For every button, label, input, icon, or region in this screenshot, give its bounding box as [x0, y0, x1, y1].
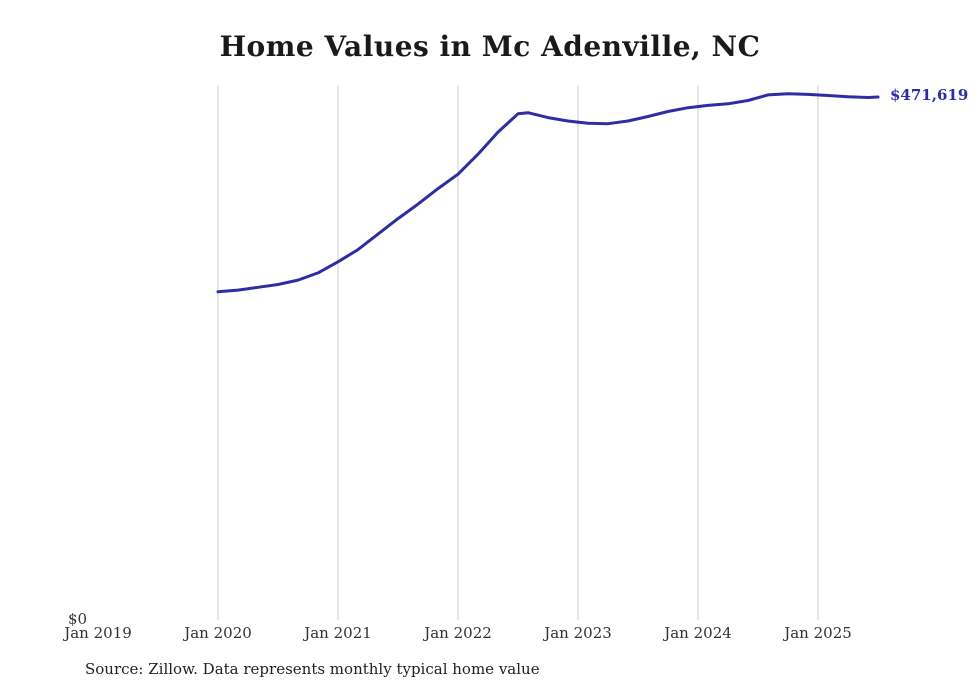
- x-tick-label: Jan 2022: [424, 624, 492, 642]
- source-attribution: Source: Zillow. Data represents monthly …: [85, 660, 540, 678]
- x-tick-label: Jan 2020: [184, 624, 252, 642]
- x-tick-label: Jan 2023: [544, 624, 612, 642]
- x-tick-label: Jan 2025: [784, 624, 852, 642]
- x-tick-label: Jan 2024: [664, 624, 732, 642]
- x-tick-label: Jan 2019: [64, 624, 132, 642]
- x-tick-label: Jan 2021: [304, 624, 372, 642]
- chart-title: Home Values in Mc Adenville, NC: [219, 30, 761, 63]
- y-axis-zero-label: $0: [68, 610, 88, 628]
- home-value-line-series: [216, 92, 880, 294]
- vertical-gridlines: [217, 85, 819, 620]
- final-value-label: $471,619: [890, 86, 969, 104]
